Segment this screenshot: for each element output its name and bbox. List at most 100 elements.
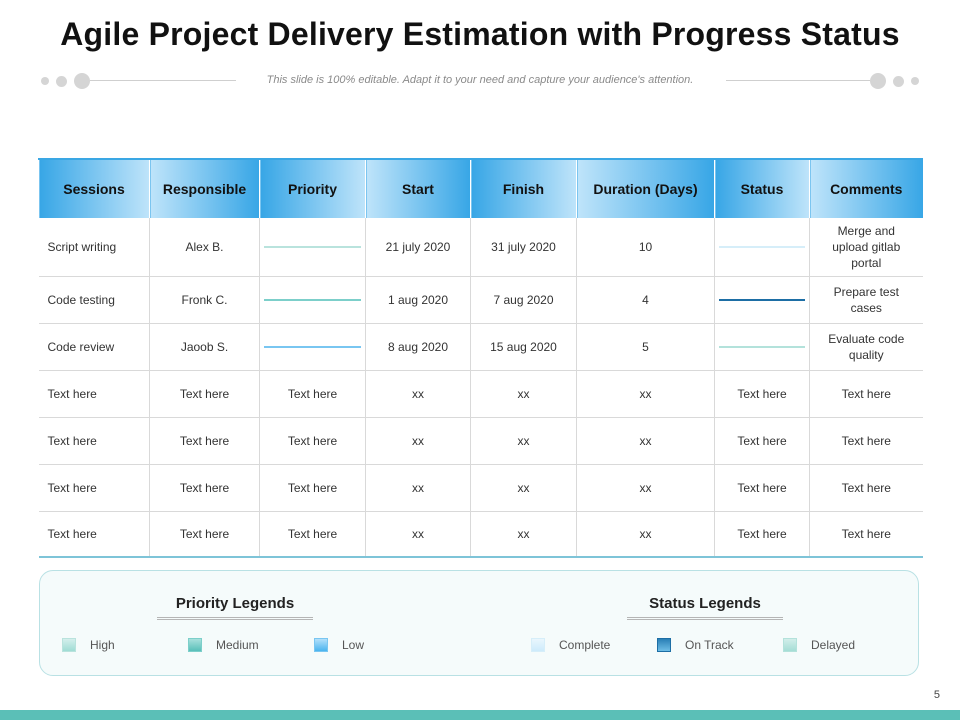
status-cell: Text here: [714, 417, 810, 465]
finish-cell: xx: [470, 464, 577, 512]
finish-cell: xx: [470, 417, 577, 465]
priority-cell: Text here: [259, 417, 366, 465]
left-dot-large: [74, 73, 90, 89]
responsible-cell: Text here: [149, 464, 260, 512]
high-swatch: [62, 638, 76, 652]
session-cell: Text here: [38, 511, 150, 558]
duration-cell: xx: [576, 464, 715, 512]
left-dot-medium: [56, 76, 67, 87]
comment-cell: Evaluate code quality: [809, 323, 923, 371]
table-row: Text here Text here Text here xx xx xx T…: [38, 464, 923, 512]
on-track-swatch: [657, 638, 671, 652]
status-cell: [714, 218, 810, 277]
finish-cell: xx: [470, 511, 577, 558]
duration-cell: 10: [576, 218, 715, 277]
left-dot-small: [41, 77, 49, 85]
duration-cell: xx: [576, 417, 715, 465]
start-cell: 1 aug 2020: [365, 276, 471, 324]
priority-cell: [259, 323, 366, 371]
status-cell: [714, 323, 810, 371]
page-title: Agile Project Delivery Estimation with P…: [60, 16, 900, 52]
finish-cell: 7 aug 2020: [470, 276, 577, 324]
duration-cell: xx: [576, 370, 715, 418]
table-row: Text here Text here Text here xx xx xx T…: [38, 370, 923, 418]
table-header-row: Sessions Responsible Priority Start Fini…: [38, 158, 923, 218]
comment-cell: Merge and upload gitlab portal: [809, 218, 923, 277]
left-divider-line: [90, 80, 236, 81]
table-row: Text here Text here Text here xx xx xx T…: [38, 417, 923, 465]
header-status: Status: [714, 158, 810, 218]
comment-cell: Text here: [809, 417, 923, 465]
footer-bar: [0, 710, 960, 720]
session-cell: Text here: [38, 417, 150, 465]
table-row: Code review Jaoob S. 8 aug 2020 15 aug 2…: [38, 323, 923, 371]
responsible-cell: Jaoob S.: [149, 323, 260, 371]
subtitle-divider: This slide is 100% editable. Adapt it to…: [38, 72, 922, 90]
start-cell: xx: [365, 511, 471, 558]
finish-cell: xx: [470, 370, 577, 418]
comment-cell: Prepare test cases: [809, 276, 923, 324]
status-legend-title: Status Legends: [627, 595, 783, 620]
priority-cell: [259, 218, 366, 277]
right-dot-small: [911, 77, 919, 85]
start-cell: xx: [365, 370, 471, 418]
duration-cell: xx: [576, 511, 715, 558]
session-cell: Code review: [38, 323, 150, 371]
responsible-cell: Text here: [149, 417, 260, 465]
header-sessions: Sessions: [38, 158, 150, 218]
estimation-table: Sessions Responsible Priority Start Fini…: [38, 158, 923, 558]
header-comments: Comments: [809, 158, 923, 218]
responsible-cell: Text here: [149, 511, 260, 558]
status-cell: [714, 276, 810, 324]
header-start: Start: [365, 158, 471, 218]
finish-cell: 31 july 2020: [470, 218, 577, 277]
priority-cell: Text here: [259, 511, 366, 558]
comment-cell: Text here: [809, 511, 923, 558]
start-cell: 21 july 2020: [365, 218, 471, 277]
session-cell: Code testing: [38, 276, 150, 324]
legend-label: Low: [342, 638, 365, 652]
priority-cell: Text here: [259, 464, 366, 512]
finish-cell: 15 aug 2020: [470, 323, 577, 371]
priority-cell: [259, 276, 366, 324]
subtitle-text: This slide is 100% editable. Adapt it to…: [266, 74, 694, 86]
legend-label: On Track: [685, 638, 734, 652]
status-on-track-swatch: [719, 298, 805, 301]
start-cell: xx: [365, 417, 471, 465]
table-row: Script writing Alex B. 21 july 2020 31 j…: [38, 218, 923, 277]
comment-cell: Text here: [809, 464, 923, 512]
legend-panel: Priority Legends High Medium Low Status …: [39, 570, 919, 676]
responsible-cell: Alex B.: [149, 218, 260, 277]
status-delayed-swatch: [719, 345, 805, 348]
status-cell: Text here: [714, 464, 810, 512]
complete-swatch: [531, 638, 545, 652]
right-divider-line: [726, 80, 870, 81]
status-cell: Text here: [714, 511, 810, 558]
priority-low-swatch: [264, 345, 361, 348]
priority-high-swatch: [264, 245, 361, 248]
responsible-cell: Text here: [149, 370, 260, 418]
page-number: 5: [933, 689, 940, 701]
session-cell: Text here: [38, 370, 150, 418]
header-priority: Priority: [259, 158, 366, 218]
comment-cell: Text here: [809, 370, 923, 418]
start-cell: xx: [365, 464, 471, 512]
duration-cell: 4: [576, 276, 715, 324]
status-cell: Text here: [714, 370, 810, 418]
low-swatch: [314, 638, 328, 652]
legend-label: High: [90, 638, 115, 652]
header-responsible: Responsible: [149, 158, 260, 218]
session-cell: Script writing: [38, 218, 150, 277]
legend-label: Medium: [216, 638, 259, 652]
legend-label: Complete: [559, 638, 611, 652]
duration-cell: 5: [576, 323, 715, 371]
right-dot-medium: [893, 76, 904, 87]
priority-cell: Text here: [259, 370, 366, 418]
status-complete-swatch: [719, 245, 805, 248]
session-cell: Text here: [38, 464, 150, 512]
right-dot-large: [870, 73, 886, 89]
priority-medium-swatch: [264, 298, 361, 301]
table-row: Text here Text here Text here xx xx xx T…: [38, 511, 923, 558]
start-cell: 8 aug 2020: [365, 323, 471, 371]
priority-legend-title: Priority Legends: [157, 595, 313, 620]
